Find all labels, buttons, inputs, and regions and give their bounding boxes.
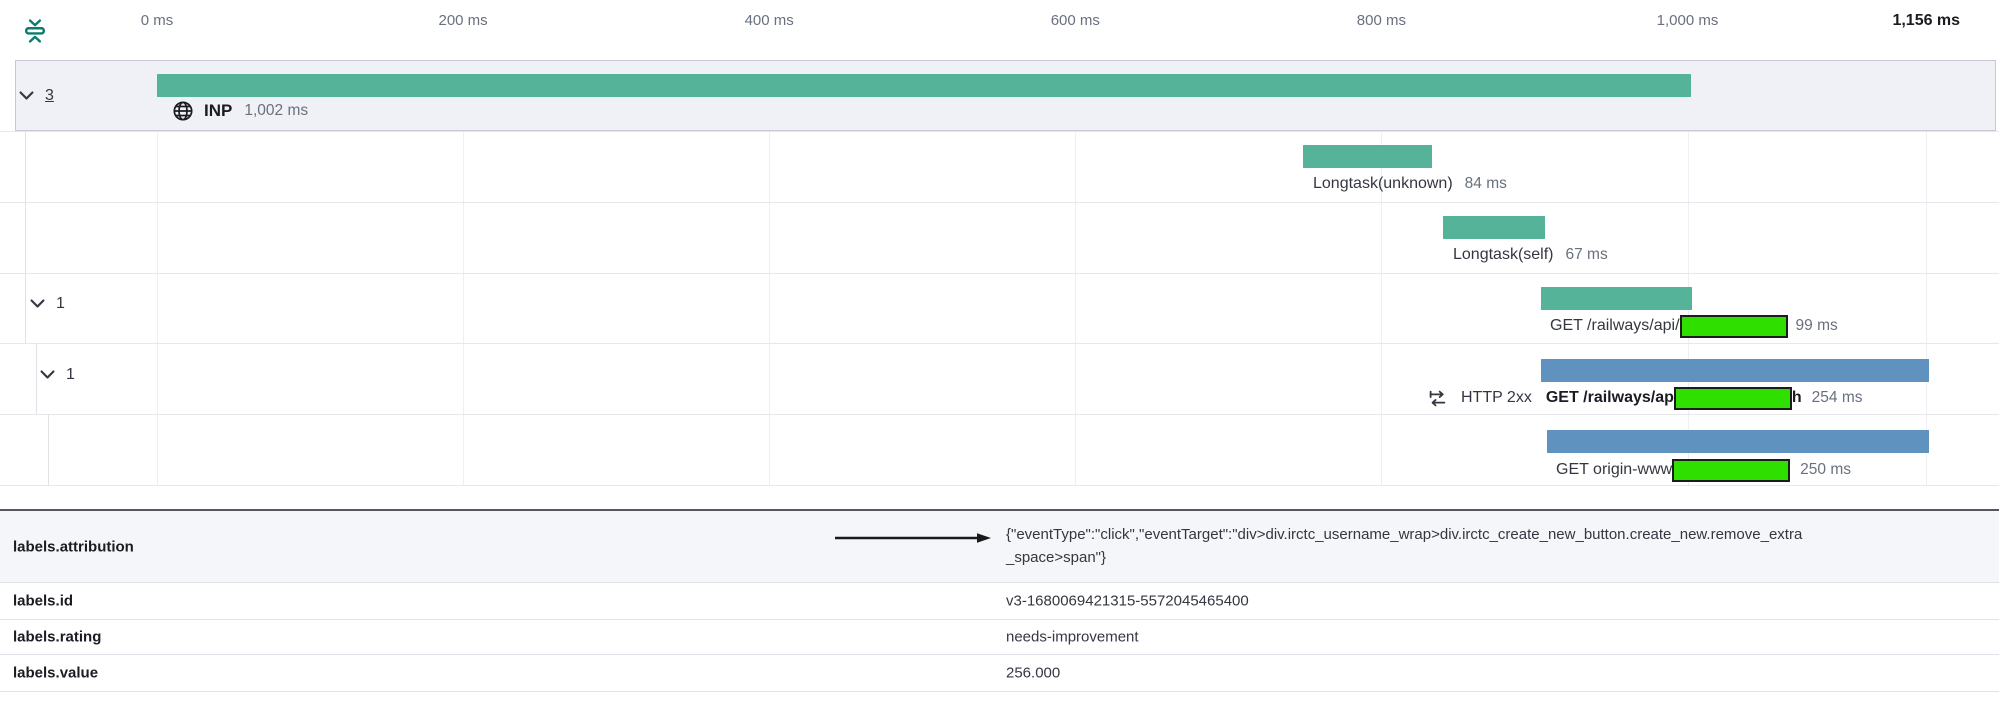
span-name-suffix: h <box>1791 389 1802 406</box>
table-row-label: labels.id <box>13 592 74 610</box>
span-name: GET /railways/api/ <box>1550 317 1680 334</box>
span-name: GET origin-www <box>1556 461 1673 478</box>
span-bar-inp[interactable] <box>157 74 1691 97</box>
gridline <box>463 60 465 485</box>
gridline <box>1926 60 1928 485</box>
span-duration: 84 ms <box>1464 175 1507 192</box>
indent-guide <box>48 414 49 485</box>
table-row-value-metric: labels.value 256.000 <box>0 655 1999 692</box>
span-duration: 250 ms <box>1800 461 1852 478</box>
table-row-label: labels.rating <box>13 628 102 646</box>
gridline <box>1687 60 1689 485</box>
fold-icon <box>25 19 45 43</box>
row-divider <box>0 273 1999 274</box>
redaction-box <box>1672 458 1791 482</box>
span-status: HTTP 2xx <box>1461 389 1532 406</box>
axis-tick-200ms: 200 ms <box>438 12 488 29</box>
gridline <box>1075 60 1077 485</box>
chevron-down-icon <box>30 299 45 308</box>
table-row-value: 256.000 <box>1006 664 1061 682</box>
redaction-box <box>1673 386 1792 410</box>
span-details-table: labels.attribution {"eventType":"click",… <box>0 509 1999 692</box>
row-divider <box>0 202 1999 203</box>
span-bar-longtask-unknown[interactable] <box>1303 145 1432 168</box>
axis-tick-400ms: 400 ms <box>744 12 794 29</box>
span-duration: 67 ms <box>1565 246 1608 263</box>
redaction-box <box>1679 314 1788 338</box>
axis-tick-600ms: 600 ms <box>1050 12 1100 29</box>
span-bar-get-railways-api[interactable] <box>1540 287 1693 310</box>
row-http-get-collapse-toggle[interactable]: 1 <box>38 365 75 384</box>
child-count-badge[interactable]: 1 <box>66 365 75 383</box>
table-row-rating: labels.rating needs-improvement <box>0 620 1999 655</box>
span-name: GET /railways/ap <box>1545 389 1674 406</box>
table-row-attribution: labels.attribution {"eventType":"click",… <box>0 511 1999 583</box>
table-row-value: v3-1680069421315-5572045465400 <box>1006 592 1249 610</box>
axis-tick-800ms: 800 ms <box>1356 12 1406 29</box>
fold-button[interactable] <box>20 16 50 46</box>
row-divider <box>0 414 1999 415</box>
child-count-badge[interactable]: 1 <box>56 294 65 312</box>
span-duration: 1,002 ms <box>244 102 309 119</box>
span-bar-http-get-railways[interactable] <box>1540 359 1930 382</box>
span-duration: 254 ms <box>1811 389 1863 406</box>
axis-tick-0ms: 0 ms <box>140 12 174 29</box>
gridline <box>157 60 158 485</box>
http-exchange-icon <box>1429 390 1446 406</box>
table-row-label: labels.value <box>13 664 99 682</box>
row-divider <box>0 485 1999 486</box>
chevron-down-icon <box>19 91 34 100</box>
span-bar-get-origin[interactable] <box>1546 430 1930 453</box>
annotation-arrow-icon <box>835 533 991 543</box>
row-get-railways-collapse-toggle[interactable]: 1 <box>28 294 65 313</box>
span-duration: 99 ms <box>1795 317 1838 334</box>
indent-guide <box>25 131 26 343</box>
gridline <box>769 60 771 485</box>
span-name: Longtask(self) <box>1453 246 1554 263</box>
span-bar-longtask-self[interactable] <box>1442 216 1546 239</box>
span-name: INP <box>204 101 233 120</box>
globe-icon <box>173 101 193 121</box>
chevron-down-icon <box>40 370 55 379</box>
axis-total-duration: 1,156 ms <box>1892 12 1961 29</box>
indent-guide <box>36 343 37 414</box>
table-row-label: labels.attribution <box>13 538 134 555</box>
axis-tick-1000ms: 1,000 ms <box>1656 12 1719 29</box>
row-divider <box>0 343 1999 344</box>
span-name: Longtask(unknown) <box>1313 175 1453 192</box>
table-row-value: {"eventType":"click","eventTarget":"div>… <box>1006 526 1803 566</box>
row-inp-collapse-toggle[interactable]: 3 <box>17 86 54 105</box>
table-row-id: labels.id v3-1680069421315-5572045465400 <box>0 583 1999 620</box>
table-row-value: needs-improvement <box>1006 628 1139 646</box>
child-count-badge[interactable]: 3 <box>45 86 54 104</box>
gridline <box>1381 60 1383 485</box>
row-divider <box>0 131 1999 132</box>
